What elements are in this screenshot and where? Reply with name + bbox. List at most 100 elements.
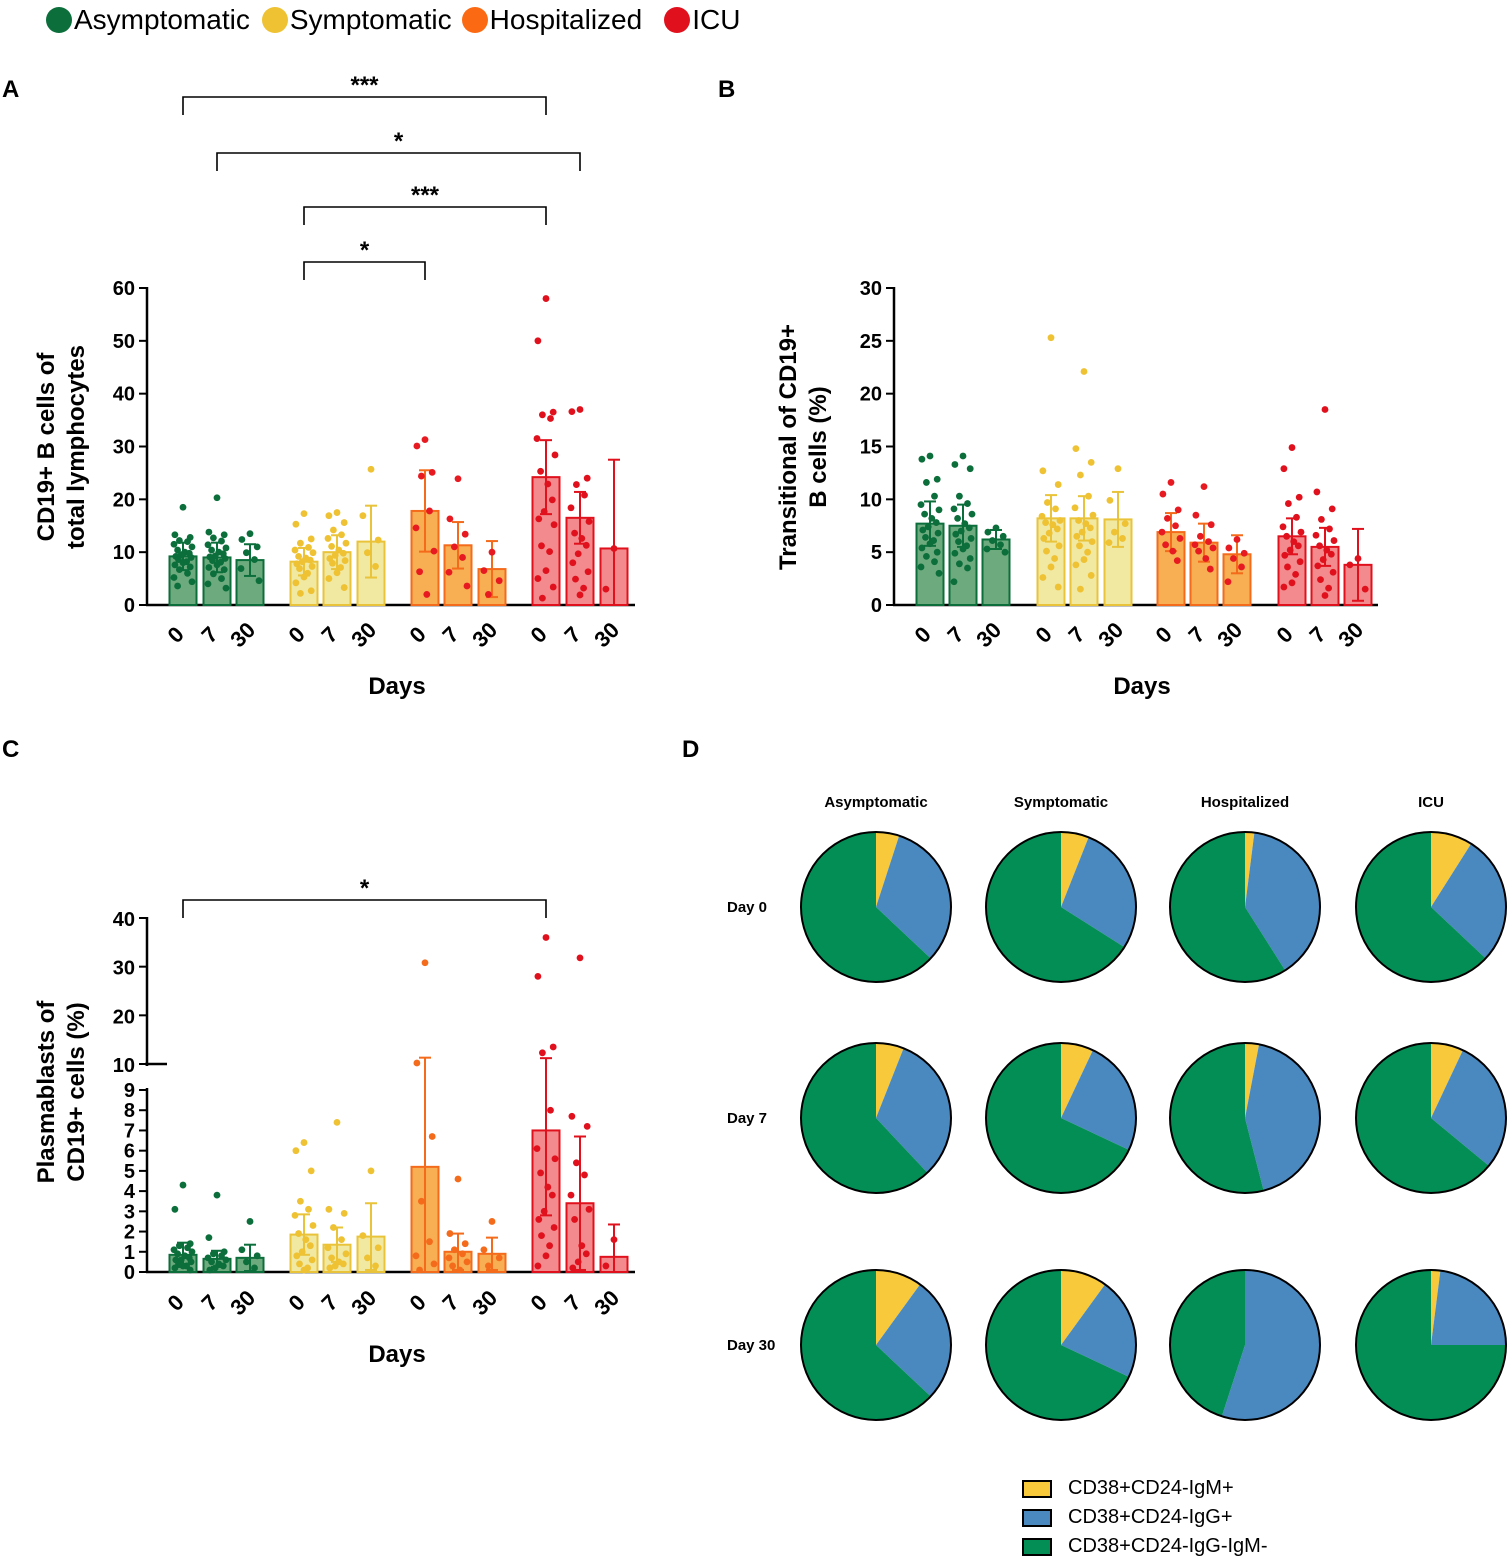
panel-a-data-point: [538, 542, 545, 550]
panel-b-data-point: [1327, 550, 1335, 558]
panel-b-ytick-label: 20: [860, 384, 882, 406]
panel-c-data-point: [534, 973, 542, 980]
panel-a-data-point: [218, 575, 225, 582]
panel-a-ytick-label: 10: [113, 542, 135, 564]
pie-slice: [1170, 832, 1286, 983]
panel-b-data-point: [1042, 519, 1049, 526]
panel-c-data-point: [184, 1244, 191, 1252]
panel-b-data-point: [1330, 537, 1338, 544]
panel-a-ytick-label: 60: [113, 278, 135, 300]
panel-a-data-point: [179, 559, 187, 567]
pie-slice: [1061, 1270, 1106, 1345]
panel-c-data-point: [581, 1171, 588, 1179]
pie-slice: [801, 1270, 931, 1421]
panel-c-significance-label: *: [360, 875, 370, 902]
panel-a-data-point: [459, 554, 466, 561]
panel-b-data-point: [992, 524, 1000, 532]
panel-a-xtick-label: 30: [589, 617, 624, 652]
panel-a-significance-label: *: [360, 237, 370, 264]
panel-a-data-point: [573, 481, 580, 488]
panel-b-data-point: [1205, 538, 1212, 545]
panel-c-xtick-label: 7: [197, 1290, 223, 1316]
panel-a-data-point: [300, 573, 308, 581]
panel-b-data-point: [935, 506, 943, 514]
panel-b-data-point: [933, 475, 941, 483]
panel-b-y-axis-title-line: B cells (%): [805, 386, 832, 507]
panel-c-y-axis-title: Plasmablasts of CD19+ cells (%): [33, 1000, 90, 1184]
panel-c-data-point: [186, 1266, 194, 1274]
panel-c-data-point: [342, 1250, 350, 1258]
panel-b-data-point: [983, 545, 991, 553]
panel-a-data-point: [179, 503, 187, 511]
panel-c-data-point: [206, 1266, 214, 1274]
panel-a-ytick-label: 20: [113, 489, 135, 511]
panel-b-data-point: [1084, 548, 1091, 556]
panel-c-data-point: [578, 1242, 586, 1250]
panel-b-data-point: [919, 526, 927, 534]
panel-a-data-point: [568, 408, 576, 416]
panel-b-data-point: [1325, 584, 1332, 592]
panel-c-xtick-label: 7: [438, 1290, 464, 1316]
panel-b-data-point: [1047, 563, 1055, 571]
panel-a-data-point: [324, 535, 332, 542]
panel-b-data-point: [966, 465, 974, 473]
panel-c-data-point: [179, 1262, 187, 1270]
panel-a-data-point: [537, 467, 544, 475]
panel-c-data-point: [571, 1216, 578, 1223]
panel-c-xtick-label: 30: [467, 1285, 502, 1320]
panel-c-data-point: [364, 1254, 371, 1262]
pie-column-header: Asymptomatic: [824, 794, 927, 811]
panel-c-data-point: [325, 1205, 333, 1213]
panel-b-data-point: [1319, 556, 1327, 563]
panel-b-data-point: [1044, 499, 1051, 506]
panel-b-data-point: [1169, 547, 1177, 555]
panel-a-y-axis-title: CD19+ B cells of total lymphocytes: [33, 345, 90, 549]
panel-a-data-point: [174, 582, 182, 590]
panel-a-data-point: [578, 535, 586, 542]
pie-slice: [876, 1043, 904, 1118]
panel-b-data-point: [1055, 542, 1063, 550]
pie-slice: [1356, 1270, 1506, 1420]
panel-a-data-point: [339, 549, 347, 557]
panel-b-data-point: [924, 523, 932, 531]
panel-c-data-point: [533, 1145, 541, 1153]
panel-c-data-point: [548, 1191, 556, 1199]
legend-dot-asymptomatic: [46, 7, 72, 33]
panel-b-data-point: [1318, 516, 1325, 523]
panel-b-data-point: [961, 520, 969, 528]
panel-a-data-point: [539, 594, 546, 602]
panel-c-data-point: [480, 1246, 488, 1254]
pie-slice: [986, 1270, 1129, 1421]
panel-b-data-point: [1323, 546, 1331, 554]
panel-a-data-point: [220, 531, 228, 539]
panel-b-data-point: [997, 541, 1004, 549]
panel-c-data-point: [488, 1218, 496, 1225]
panel-label-d: D: [682, 736, 700, 763]
legend-label-icu: ICU: [692, 4, 741, 35]
pie-legend-item-double-negative: CD38+CD24-IgG-IgM-: [1022, 1532, 1268, 1561]
panel-c-significance-bracket: [182, 899, 547, 918]
panel-c-data-point: [585, 1205, 593, 1213]
panel-c-data-point: [359, 1232, 367, 1239]
panel-a-data-point: [534, 337, 542, 345]
panel-c-data-point: [446, 1230, 454, 1237]
pie-row-label: Day 30: [727, 1337, 775, 1354]
pie-slice: [1245, 832, 1320, 971]
panel-b-data-point: [922, 533, 929, 541]
panel-c-data-point: [534, 1262, 542, 1270]
panel-c-data-point: [298, 1248, 306, 1256]
panel-a-data-point: [176, 566, 183, 574]
panel-c-data-point: [324, 1244, 332, 1252]
pie-outline: [1355, 1269, 1507, 1421]
panel-a-significance-label: ***: [411, 182, 440, 209]
panel-b-data-point: [1039, 574, 1047, 581]
panel-c-xtick-label: 30: [225, 1285, 260, 1320]
panel-a-bar: [443, 544, 473, 607]
panel-b-data-point: [1054, 481, 1062, 488]
panel-b-data-point: [1049, 521, 1057, 529]
panel-c-data-point: [567, 1191, 575, 1199]
panel-b-xtick-label: 7: [1064, 622, 1090, 648]
panel-b-data-point: [1280, 465, 1288, 473]
panel-a-ytick-label: 30: [113, 437, 135, 459]
panel-b-data-point: [1207, 521, 1215, 529]
